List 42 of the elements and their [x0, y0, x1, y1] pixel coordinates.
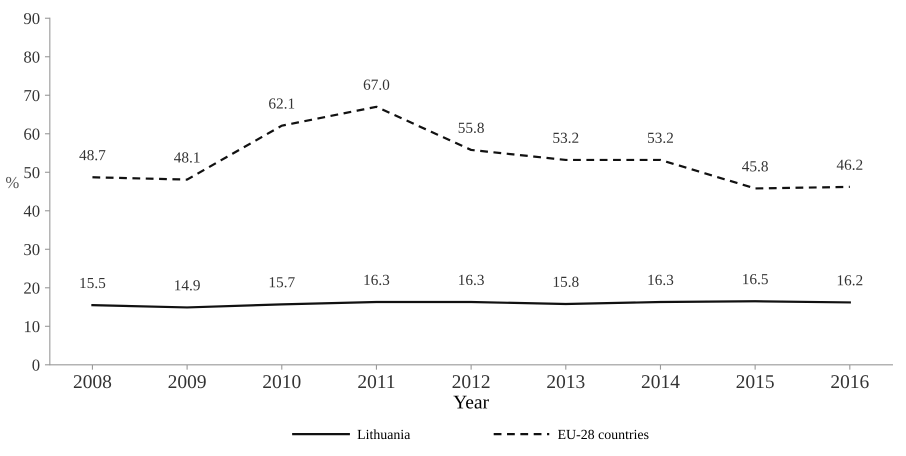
x-tick-label: 2016 [831, 375, 869, 388]
y-tick-label: 10 [24, 320, 40, 332]
y-tick-label: 50 [24, 166, 40, 178]
data-label: 67.0 [364, 80, 390, 90]
data-label: 46.2 [836, 160, 862, 170]
data-label: 48.1 [174, 152, 200, 163]
data-label: 16.5 [743, 274, 768, 284]
data-label: 45.8 [742, 161, 768, 172]
y-tick-label: 30 [24, 244, 40, 256]
x-tick-label: 2015 [736, 375, 774, 388]
y-tick-label: 80 [24, 51, 40, 63]
data-label: 16.3 [648, 274, 674, 286]
data-label: 15.8 [554, 276, 579, 288]
data-label: 62.1 [269, 98, 294, 109]
y-tick-label: 20 [24, 282, 40, 294]
line-series [91, 300, 851, 309]
y-tick-label: 40 [24, 205, 40, 217]
x-tick-label: 2014 [642, 375, 680, 388]
data-label: 16.2 [838, 275, 862, 286]
data-label: 48.7 [79, 150, 106, 160]
data-label: 15.7 [270, 277, 295, 288]
data-label: 53.2 [553, 132, 578, 144]
y-axis-title: % [6, 176, 19, 188]
y-tick-label: 90 [24, 12, 40, 24]
data-label: 16.3 [459, 274, 484, 286]
data-label: 16.3 [364, 274, 390, 286]
data-label: 15.5 [80, 278, 106, 288]
x-tick-label: 2011 [358, 375, 394, 388]
x-tick-label: 2009 [168, 375, 206, 388]
x-tick-label: 2010 [263, 375, 300, 388]
data-label: 14.9 [175, 280, 200, 290]
y-tick-label: 60 [24, 128, 40, 140]
data-label: 53.2 [648, 132, 673, 144]
x-tick-label: 2012 [452, 375, 490, 388]
legend-label: EU-28 countries [558, 430, 648, 440]
legend-label: Lithuania [358, 429, 410, 440]
x-axis-title: Year [453, 396, 489, 409]
y-tick-label: 70 [24, 90, 40, 102]
data-label: 55.8 [458, 122, 484, 134]
x-tick-label: 2013 [547, 375, 584, 388]
x-tick-label: 2008 [74, 375, 112, 388]
y-tick-label: 0 [32, 360, 40, 371]
